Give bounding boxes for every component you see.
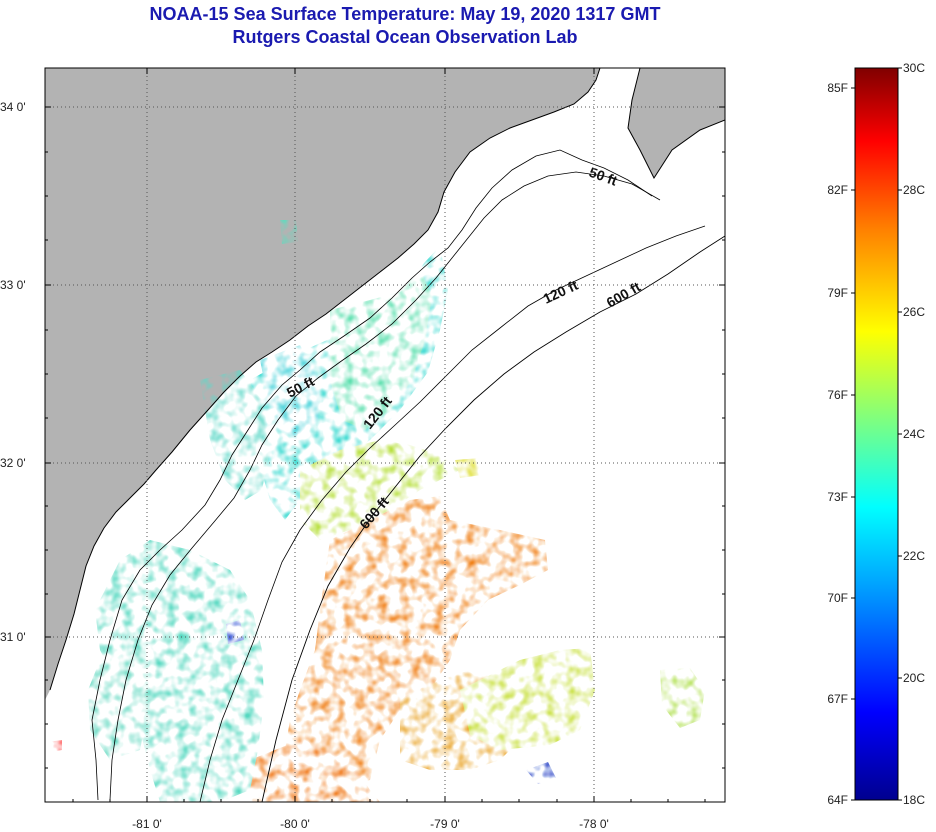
cbar-f-82: 82F bbox=[827, 183, 848, 197]
land-mass bbox=[45, 68, 600, 700]
cbar-f-85: 85F bbox=[827, 81, 848, 95]
lon-label-80: -80 0' bbox=[280, 817, 310, 831]
coastline-cape bbox=[627, 68, 725, 180]
lon-label-78: -78 0' bbox=[579, 817, 609, 831]
contour-600ft-line bbox=[261, 235, 725, 802]
colorbar-ticks bbox=[851, 67, 902, 801]
map-title: NOAA-15 Sea Surface Temperature: May 19,… bbox=[149, 4, 661, 24]
lon-label-81: -81 0' bbox=[132, 817, 162, 831]
map-subtitle: Rutgers Coastal Ocean Observation Lab bbox=[232, 27, 578, 47]
lat-label-31: 31 0' bbox=[0, 630, 26, 644]
cbar-c-30: 30C bbox=[903, 61, 925, 75]
cape-land bbox=[628, 68, 725, 178]
cbar-c-18: 18C bbox=[903, 793, 925, 807]
cbar-f-76: 76F bbox=[827, 388, 848, 402]
coastline-barrier bbox=[91, 149, 653, 801]
coastline bbox=[49, 68, 601, 691]
map-frame bbox=[44, 67, 726, 803]
cbar-c-20: 20C bbox=[903, 671, 925, 685]
lat-label-32: 32 0' bbox=[0, 456, 26, 470]
sst-imagery bbox=[48, 220, 705, 802]
contour-120ft-line bbox=[199, 225, 706, 802]
cbar-c-26: 26C bbox=[903, 305, 925, 319]
cbar-f-70: 70F bbox=[827, 591, 848, 605]
graticule bbox=[45, 68, 725, 802]
cbar-f-64: 64F bbox=[827, 793, 848, 807]
colorbar-gradient bbox=[854, 67, 899, 801]
cbar-c-28: 28C bbox=[903, 183, 925, 197]
cbar-f-67: 67F bbox=[827, 692, 848, 706]
cbar-f-73: 73F bbox=[827, 490, 848, 504]
lon-label-79: -79 0' bbox=[430, 817, 460, 831]
cbar-f-79: 79F bbox=[827, 286, 848, 300]
cbar-c-22: 22C bbox=[903, 549, 925, 563]
cbar-c-24: 24C bbox=[903, 427, 925, 441]
lat-label-34: 34 0' bbox=[0, 100, 26, 114]
tick-marks bbox=[45, 68, 725, 802]
lat-label-33: 33 0' bbox=[0, 278, 26, 292]
contour-50ft-line bbox=[109, 171, 661, 801]
